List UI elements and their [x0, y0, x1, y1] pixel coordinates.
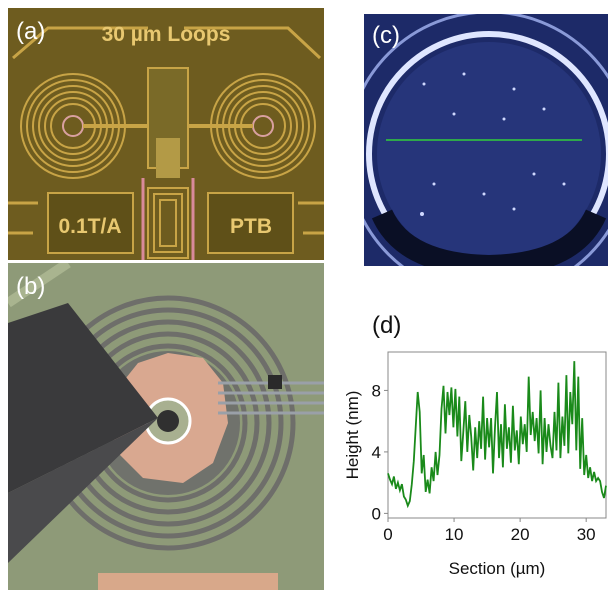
panel-label-d: (d): [372, 312, 402, 339]
panel-label-c: (c): [372, 22, 400, 49]
chip-right-text: PTB: [230, 215, 272, 238]
y-tick-label: 8: [372, 381, 381, 400]
probe-coil-image: [8, 263, 324, 590]
y-axis-label: Height (nm): [343, 391, 362, 480]
plot-frame: [387, 351, 607, 519]
x-axis-label: Section (µm): [449, 559, 546, 578]
panel-b-micrograph: (b): [8, 263, 324, 590]
x-tick-label: 30: [577, 525, 596, 544]
panel-label-a: (a): [16, 18, 46, 45]
chart-axes: 0 10 20 30 0 4 8: [372, 351, 607, 544]
y-tick-label: 0: [372, 504, 381, 523]
panel-d-height-profile: 0 10 20 30 0 4 8 Section (µm) Height (nm): [340, 300, 611, 590]
x-tick-label: 20: [511, 525, 530, 544]
panel-c-afm-image: (c): [364, 14, 608, 266]
panel-label-b: (b): [16, 273, 46, 300]
height-profile-chart: 0 10 20 30 0 4 8 Section (µm) Height (nm): [343, 351, 607, 578]
afm-image: [364, 14, 608, 266]
panel-a-micrograph: 30 µm Loops 0.1T/A PTB (a): [8, 8, 324, 260]
x-tick-label: 10: [445, 525, 464, 544]
height-profile-series: [387, 361, 607, 509]
coil-chip-image: 30 µm Loops 0.1T/A PTB: [8, 8, 324, 260]
x-tick-label: 0: [383, 525, 392, 544]
chip-title-text: 30 µm Loops: [102, 23, 231, 46]
y-tick-label: 4: [372, 443, 381, 462]
chip-left-text: 0.1T/A: [58, 215, 121, 238]
